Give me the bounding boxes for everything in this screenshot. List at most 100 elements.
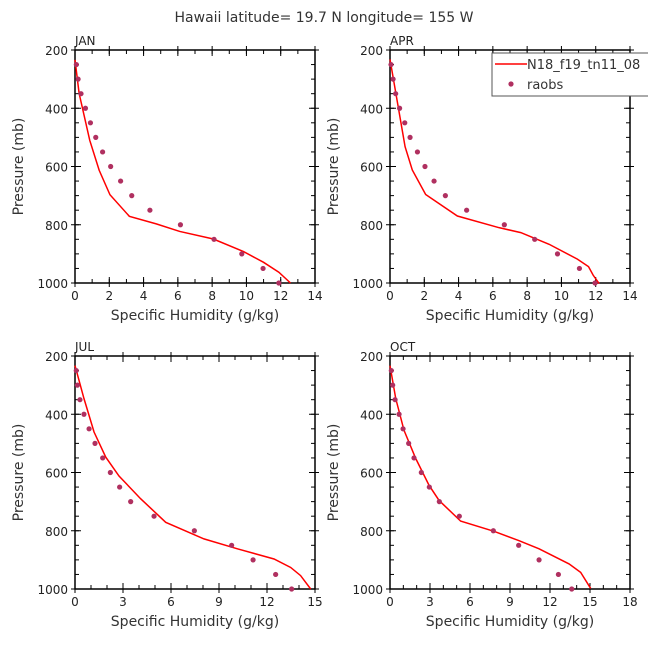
x-tick-label: 4 [140, 289, 148, 303]
x-tick-label: 0 [71, 289, 79, 303]
y-tick-label: 600 [360, 467, 383, 481]
raobs-point [117, 484, 123, 490]
y-tick-label: 800 [360, 525, 383, 539]
raobs-point [390, 76, 396, 82]
y-tick-label: 600 [45, 467, 68, 481]
raobs-point [436, 499, 442, 505]
y-tick-label: 200 [45, 44, 68, 58]
x-axis-title: Specific Humidity (g/kg) [111, 308, 279, 324]
raobs-point [92, 440, 98, 446]
raobs-point [555, 571, 562, 578]
plot-frame [389, 355, 631, 590]
plot-frame [74, 355, 316, 590]
raobs-point [569, 586, 575, 592]
x-tick-label: 2 [105, 289, 113, 303]
panel-label: APR [390, 34, 414, 48]
x-tick-label: 6 [167, 595, 175, 609]
y-tick-label: 400 [45, 102, 68, 116]
raobs-point [276, 280, 282, 286]
raobs-point [250, 557, 256, 563]
raobs-point [78, 91, 84, 97]
x-tick-label: 9 [215, 595, 223, 609]
raobs-point [422, 163, 428, 170]
raobs-point [396, 411, 402, 417]
raobs-point [100, 455, 106, 461]
y-tick-label: 200 [360, 350, 383, 364]
y-tick-label: 400 [45, 408, 68, 422]
x-tick-label: 14 [622, 289, 637, 303]
plot-frame [74, 49, 316, 284]
raobs-point [191, 528, 197, 534]
raobs-point [390, 382, 396, 388]
x-tick-label: 2 [420, 289, 428, 303]
x-tick-label: 6 [466, 595, 474, 609]
raobs-point [87, 120, 94, 126]
x-axis-title: Specific Humidity (g/kg) [426, 308, 594, 324]
raobs-point [108, 163, 114, 170]
x-tick-label: 14 [307, 289, 322, 303]
raobs-point [128, 499, 134, 505]
raobs-point [406, 440, 412, 446]
raobs-point [177, 222, 184, 228]
raobs-point [273, 571, 279, 578]
y-tick-label: 400 [360, 408, 383, 422]
raobs-point [592, 280, 598, 286]
figure-title: Hawaii latitude= 19.7 N longitude= 155 W [175, 10, 474, 26]
raobs-point [388, 61, 394, 68]
x-tick-label: 15 [582, 595, 597, 609]
plot-frame [389, 49, 631, 284]
y-tick-label: 600 [45, 161, 68, 175]
x-tick-label: 8 [523, 289, 531, 303]
y-tick-label: 800 [45, 525, 68, 539]
raobs-point [388, 367, 394, 374]
model-line [389, 365, 592, 589]
panel-oct: OCT 0 3 6 9 12 15 18 200 400 600 800 1000 Specific Hu… [326, 340, 638, 630]
x-tick-label: 15 [307, 595, 322, 609]
x-tick-label: 3 [119, 595, 127, 609]
y-tick-label: 200 [45, 350, 68, 364]
model-line [389, 59, 600, 285]
y-tick-label: 1000 [37, 277, 68, 291]
legend-model-label: N18_f19_tn11_08 [527, 58, 640, 73]
raobs-point [490, 528, 496, 534]
raobs-point [532, 236, 538, 242]
raobs-point [536, 557, 542, 563]
raobs-point [118, 178, 124, 184]
raobs-point [74, 382, 80, 388]
raobs-point [73, 367, 79, 374]
raobs-point [73, 61, 79, 68]
panel-jul: JUL 0 3 6 9 12 15 200 400 600 800 1000 Specific Humi… [11, 340, 323, 630]
y-axis-title: Pressure (mb) [11, 118, 27, 216]
legend-obs-marker [508, 81, 514, 87]
raobs-point [239, 251, 245, 257]
raobs-point [147, 207, 153, 213]
x-tick-label: 12 [542, 595, 557, 609]
x-tick-label: 10 [239, 289, 254, 303]
raobs-point [260, 265, 266, 272]
raobs-point [77, 397, 83, 403]
raobs-point [397, 105, 403, 111]
x-tick-label: 12 [259, 595, 274, 609]
raobs-point [456, 513, 462, 519]
raobs-point [86, 426, 92, 432]
raobs-point [414, 149, 421, 155]
y-tick-label: 200 [360, 44, 383, 58]
panel-label: JUL [74, 340, 94, 354]
raobs-point [400, 426, 406, 432]
legend-obs-label: raobs [527, 78, 564, 93]
raobs-point [431, 178, 437, 184]
x-tick-label: 8 [208, 289, 216, 303]
y-axis-title: Pressure (mb) [326, 118, 342, 216]
model-line [74, 365, 312, 590]
raobs-point [501, 222, 507, 228]
x-tick-label: 10 [554, 289, 569, 303]
x-tick-label: 9 [506, 595, 514, 609]
raobs-point [107, 469, 113, 476]
raobs-point [407, 134, 413, 140]
raobs-point [392, 397, 398, 403]
raobs-point [82, 105, 89, 111]
x-tick-label: 0 [386, 595, 394, 609]
raobs-point [81, 411, 87, 417]
x-tick-label: 4 [455, 289, 463, 303]
